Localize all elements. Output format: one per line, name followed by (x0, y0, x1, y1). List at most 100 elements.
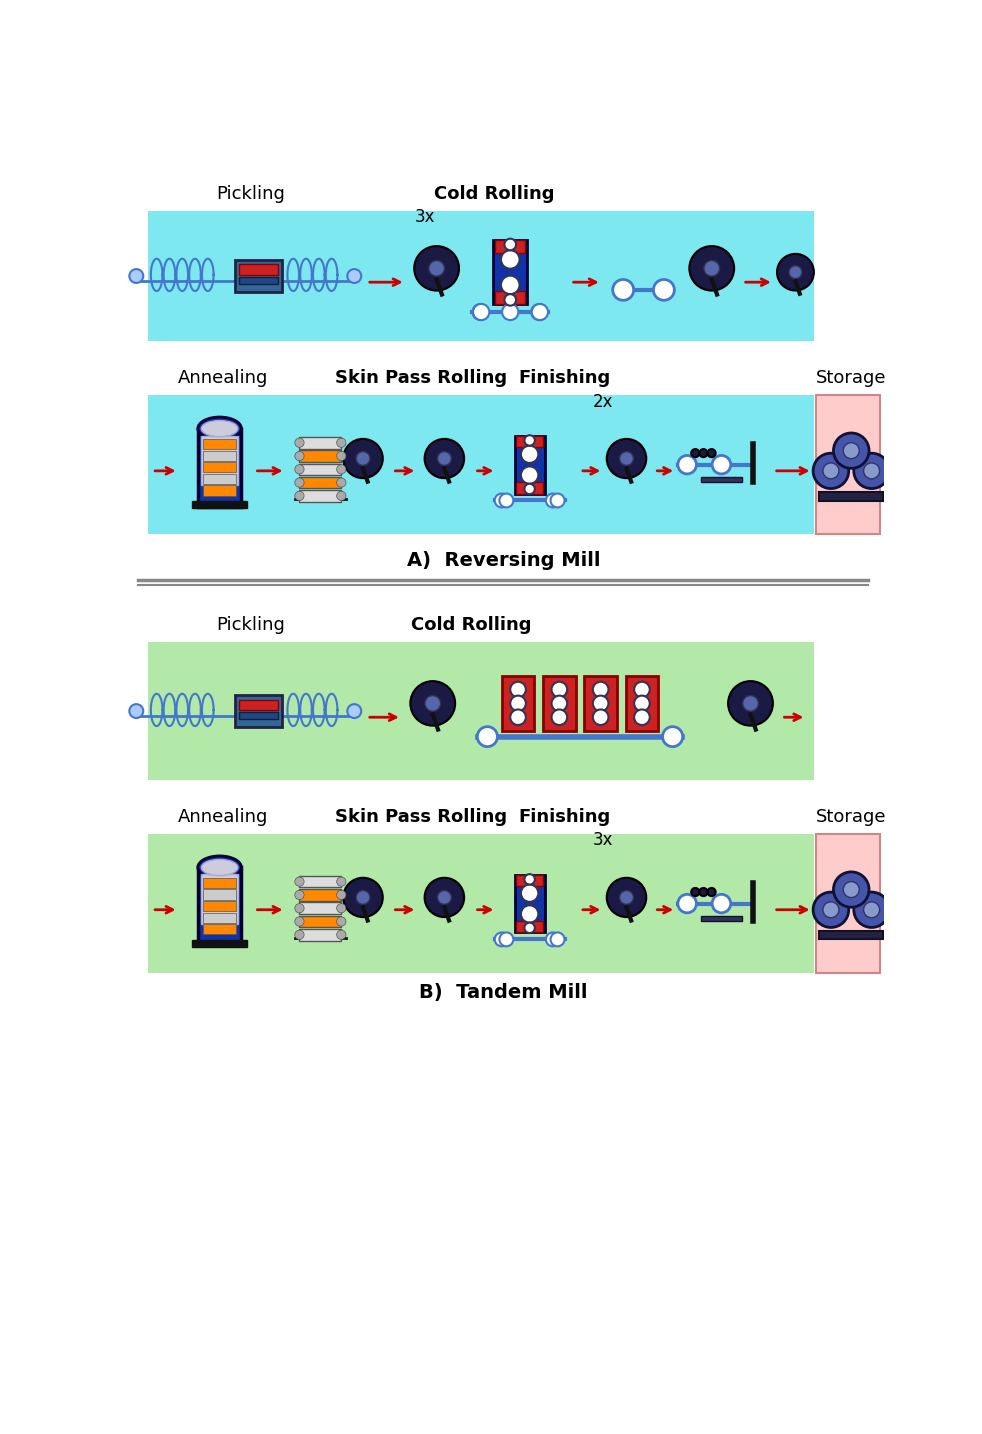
Circle shape (511, 695, 526, 711)
Bar (197, 429, 242, 506)
Bar (239, 700, 278, 710)
Circle shape (689, 247, 735, 291)
Circle shape (813, 892, 848, 928)
Circle shape (546, 932, 560, 946)
Circle shape (511, 681, 526, 697)
Circle shape (620, 891, 633, 905)
Bar (203, 912, 237, 923)
Bar (701, 478, 741, 482)
Circle shape (295, 891, 304, 899)
Bar (300, 478, 342, 489)
Text: Cold Rolling: Cold Rolling (411, 615, 531, 634)
Text: 2x: 2x (593, 393, 614, 410)
Bar (235, 260, 282, 291)
Text: Annealing: Annealing (179, 370, 269, 387)
Bar (701, 916, 741, 921)
Circle shape (295, 931, 304, 939)
Circle shape (823, 463, 839, 479)
Circle shape (410, 681, 455, 726)
Circle shape (834, 872, 869, 908)
Circle shape (620, 452, 633, 466)
Bar (515, 875, 545, 932)
Text: Finishing: Finishing (518, 370, 611, 387)
Text: Finishing: Finishing (518, 809, 611, 826)
Circle shape (653, 280, 675, 300)
Circle shape (707, 888, 716, 896)
Circle shape (437, 452, 452, 466)
Circle shape (834, 433, 869, 469)
Circle shape (495, 932, 509, 946)
Circle shape (495, 493, 509, 508)
Bar (517, 921, 543, 932)
Circle shape (593, 681, 609, 697)
Circle shape (337, 452, 346, 460)
Circle shape (520, 446, 538, 463)
Circle shape (813, 453, 848, 489)
Circle shape (344, 878, 383, 918)
Circle shape (337, 916, 346, 926)
Circle shape (699, 449, 707, 457)
Bar (203, 889, 237, 899)
Circle shape (520, 905, 538, 922)
Bar (203, 439, 237, 449)
Text: Skin Pass Rolling: Skin Pass Rolling (335, 809, 507, 826)
Circle shape (295, 452, 304, 460)
Circle shape (704, 261, 720, 277)
Circle shape (501, 251, 519, 268)
Circle shape (678, 456, 696, 473)
Text: Cold Rolling: Cold Rolling (434, 185, 555, 202)
Bar (300, 437, 342, 449)
Circle shape (472, 304, 489, 320)
Circle shape (473, 304, 489, 320)
Circle shape (500, 932, 514, 946)
Bar (816, 835, 880, 972)
Circle shape (593, 695, 609, 711)
Circle shape (853, 892, 890, 928)
Bar (819, 492, 883, 500)
Circle shape (502, 304, 518, 320)
Circle shape (551, 932, 565, 946)
Circle shape (130, 704, 143, 718)
Bar (300, 916, 342, 928)
Bar (819, 931, 883, 939)
Ellipse shape (201, 420, 238, 437)
Circle shape (337, 931, 346, 939)
Circle shape (853, 453, 890, 489)
Bar (816, 396, 880, 533)
Circle shape (531, 304, 547, 320)
Circle shape (295, 878, 304, 886)
Bar (203, 878, 237, 888)
Circle shape (337, 492, 346, 500)
Bar (192, 500, 247, 508)
Circle shape (691, 888, 699, 896)
Bar (235, 695, 282, 727)
Circle shape (863, 463, 880, 479)
Circle shape (728, 681, 773, 726)
Circle shape (500, 493, 514, 508)
Circle shape (130, 270, 143, 282)
Circle shape (295, 903, 304, 913)
Circle shape (425, 695, 441, 711)
Circle shape (613, 280, 633, 300)
Circle shape (552, 710, 568, 726)
Bar (515, 436, 545, 493)
Circle shape (295, 465, 304, 473)
Bar (543, 675, 575, 731)
Bar (203, 473, 237, 485)
Bar (300, 876, 342, 888)
Circle shape (742, 695, 758, 711)
Circle shape (546, 493, 560, 508)
Bar (201, 875, 238, 923)
Circle shape (295, 439, 304, 447)
Circle shape (437, 891, 452, 905)
Circle shape (356, 891, 370, 905)
Circle shape (712, 895, 731, 913)
Circle shape (337, 439, 346, 447)
Bar (517, 482, 543, 493)
Circle shape (295, 916, 304, 926)
Circle shape (424, 878, 464, 918)
Circle shape (699, 888, 707, 896)
Bar (239, 277, 278, 284)
Circle shape (863, 902, 880, 918)
Circle shape (712, 456, 731, 473)
